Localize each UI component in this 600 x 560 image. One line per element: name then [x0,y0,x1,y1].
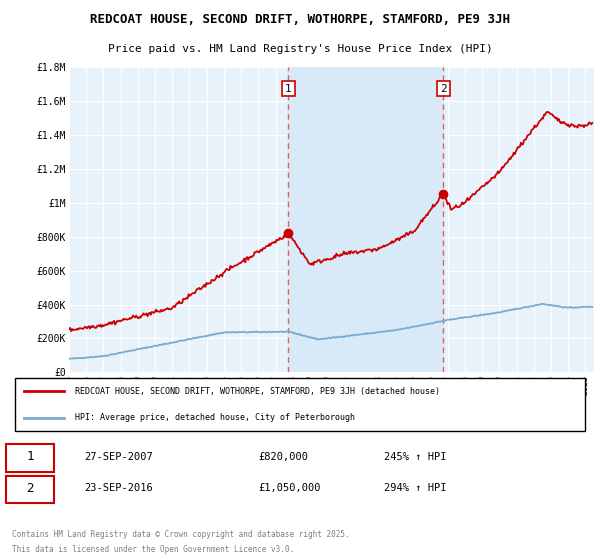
Text: REDCOAT HOUSE, SECOND DRIFT, WOTHORPE, STAMFORD, PE9 3JH: REDCOAT HOUSE, SECOND DRIFT, WOTHORPE, S… [90,13,510,26]
Text: 294% ↑ HPI: 294% ↑ HPI [384,483,446,493]
Text: 2: 2 [440,83,447,94]
Text: 245% ↑ HPI: 245% ↑ HPI [384,452,446,461]
Text: HPI: Average price, detached house, City of Peterborough: HPI: Average price, detached house, City… [76,413,355,422]
Bar [289,67,443,372]
Text: £820,000: £820,000 [258,452,308,461]
Text: 1: 1 [26,450,34,463]
Text: £1,050,000: £1,050,000 [258,483,320,493]
Text: 2: 2 [26,482,34,494]
FancyBboxPatch shape [6,475,54,503]
Text: Price paid vs. HM Land Registry's House Price Index (HPI): Price paid vs. HM Land Registry's House … [107,44,493,54]
Text: This data is licensed under the Open Government Licence v3.0.: This data is licensed under the Open Gov… [12,545,294,554]
Text: Contains HM Land Registry data © Crown copyright and database right 2025.: Contains HM Land Registry data © Crown c… [12,530,350,539]
Text: 23-SEP-2016: 23-SEP-2016 [84,483,153,493]
Text: REDCOAT HOUSE, SECOND DRIFT, WOTHORPE, STAMFORD, PE9 3JH (detached house): REDCOAT HOUSE, SECOND DRIFT, WOTHORPE, S… [76,386,440,395]
Text: 1: 1 [285,83,292,94]
FancyBboxPatch shape [6,444,54,472]
Text: 27-SEP-2007: 27-SEP-2007 [84,452,153,461]
